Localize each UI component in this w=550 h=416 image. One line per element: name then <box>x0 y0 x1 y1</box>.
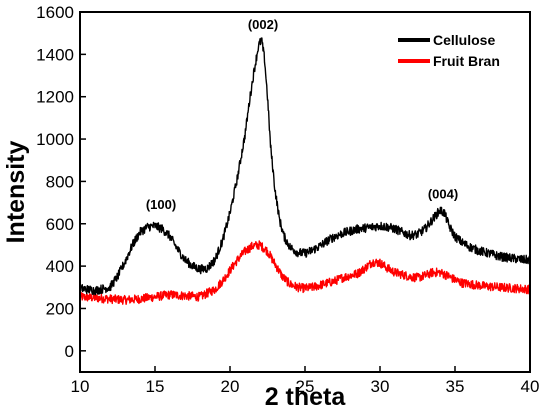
y-tick-label-1400: 1400 <box>36 45 74 64</box>
peak-annotation-004: (004) <box>428 186 458 201</box>
x-tick-label-20: 20 <box>221 377 240 396</box>
y-tick-label-600: 600 <box>46 215 74 234</box>
x-tick-label-15: 15 <box>146 377 165 396</box>
y-tick-label-400: 400 <box>46 257 74 276</box>
y-tick-label-200: 200 <box>46 299 74 318</box>
ticks-layer: 10 15 20 25 30 35 4002004006008001000120014001… <box>36 3 539 396</box>
x-tick-label-25: 25 <box>296 377 315 396</box>
y-tick-label-1600: 1600 <box>36 3 74 22</box>
annotation-layer: (100) (002) (004) <box>146 17 458 212</box>
x-tick-label-40: 40 <box>521 377 540 396</box>
y-tick-label-1200: 1200 <box>36 88 74 107</box>
x-tick-label-10: 10 <box>71 377 90 396</box>
series-line-fruit-bran <box>79 240 531 306</box>
y-tick-label-0: 0 <box>65 342 74 361</box>
x-axis-title: 2 theta <box>265 383 347 411</box>
series-layer <box>79 37 531 306</box>
y-axis-title: Intensity <box>2 141 30 244</box>
legend-label-cellulose: Cellulose <box>433 32 495 48</box>
legend-label-fruit-bran: Fruit Bran <box>433 53 500 69</box>
y-tick-label-800: 800 <box>46 172 74 191</box>
legend: Cellulose Fruit Bran <box>398 32 500 69</box>
y-tick-label-1000: 1000 <box>36 130 74 149</box>
x-tick-label-35: 35 <box>446 377 465 396</box>
peak-annotation-100: (100) <box>146 197 176 212</box>
peak-annotation-002: (002) <box>248 17 278 32</box>
x-tick-label-30: 30 <box>371 377 390 396</box>
series-line-cellulose <box>79 37 531 296</box>
